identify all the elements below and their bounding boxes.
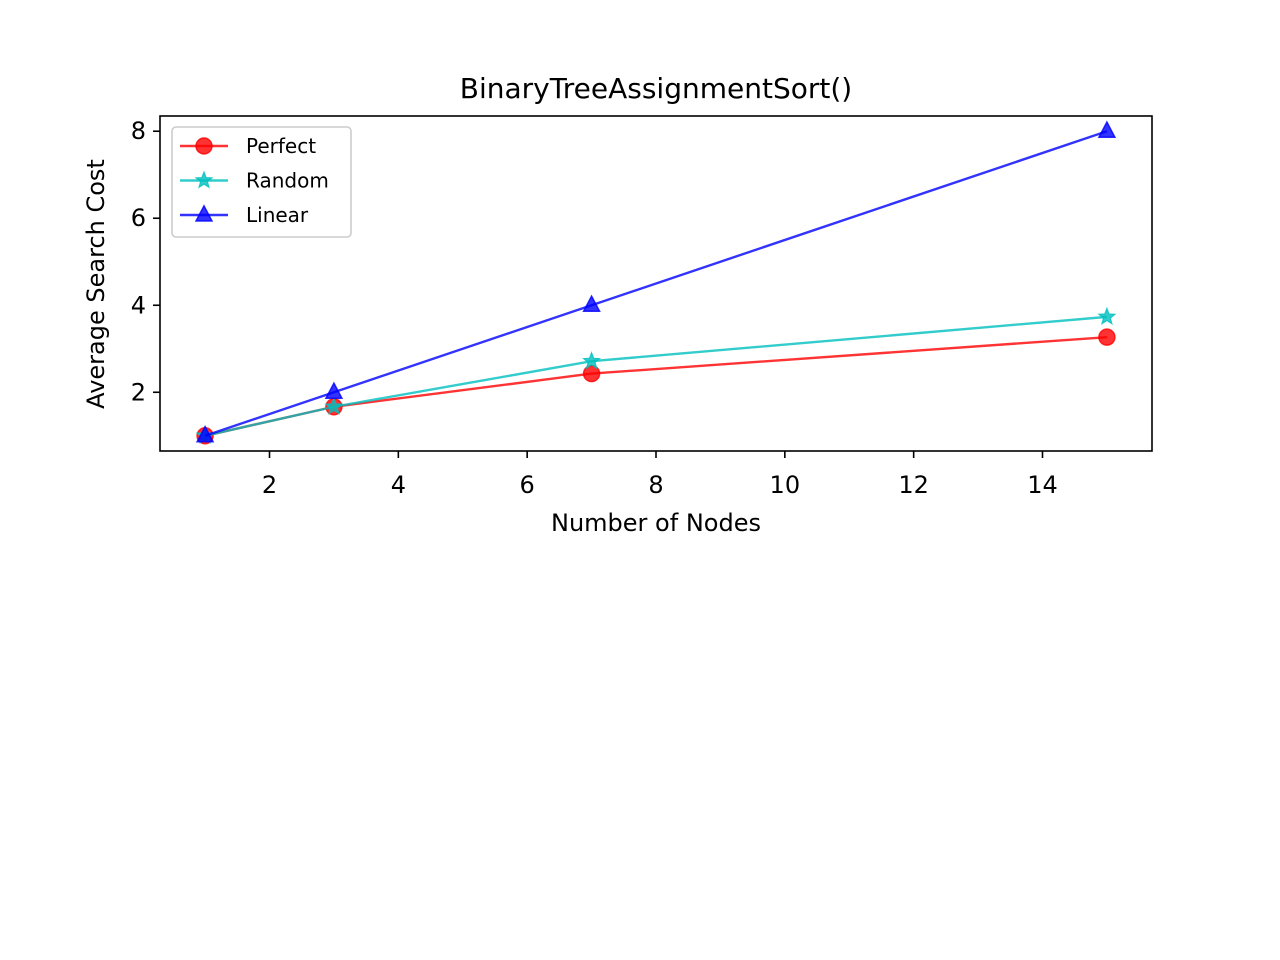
legend-label-random: Random <box>246 169 329 193</box>
legend-marker-random <box>194 170 214 189</box>
y-tick-label: 6 <box>131 204 146 232</box>
legend-box <box>171 126 352 238</box>
x-tick-label: 8 <box>648 471 663 499</box>
legend-label-perfect: Perfect <box>246 134 316 158</box>
legend-marker-perfect <box>195 137 213 155</box>
y-tick-label: 4 <box>131 291 146 319</box>
series-line-random <box>204 315 1108 437</box>
data-point-perfect <box>582 364 601 383</box>
y-axis-label: Average Search Cost <box>82 159 110 409</box>
series-line-linear <box>204 130 1108 437</box>
x-tick-label: 6 <box>520 471 535 499</box>
y-axis-ticks: 2 4 6 8 <box>131 117 160 406</box>
data-point-random <box>582 351 602 370</box>
data-point-random <box>324 396 344 415</box>
data-point-linear <box>582 294 601 313</box>
x-axis-ticks: 2 4 6 8 10 12 14 <box>262 451 1058 499</box>
legend-entry-random: Random <box>180 169 329 193</box>
data-point-linear <box>1097 120 1117 138</box>
legend-label-linear: Linear <box>246 203 309 227</box>
y-tick-label: 2 <box>131 378 146 406</box>
x-tick-label: 14 <box>1027 471 1058 499</box>
data-point-linear <box>324 381 344 400</box>
x-tick-label: 2 <box>262 471 277 499</box>
x-axis-label: Number of Nodes <box>551 509 761 537</box>
data-point-random <box>1097 306 1117 326</box>
legend-entry-linear: Linear <box>180 203 309 227</box>
x-tick-label: 12 <box>898 471 929 499</box>
series-linear <box>195 120 1117 443</box>
chart-title: BinaryTreeAssignmentSort() <box>460 72 852 105</box>
data-point-linear <box>195 424 215 443</box>
x-tick-label: 10 <box>770 471 801 499</box>
x-tick-label: 4 <box>391 471 406 499</box>
data-point-perfect <box>1098 328 1116 346</box>
legend: Perfect Random Linear <box>171 126 352 238</box>
plot-area <box>195 120 1117 445</box>
legend-entry-perfect: Perfect <box>180 134 316 158</box>
y-tick-label: 8 <box>131 117 146 145</box>
legend-marker-linear <box>194 204 214 222</box>
